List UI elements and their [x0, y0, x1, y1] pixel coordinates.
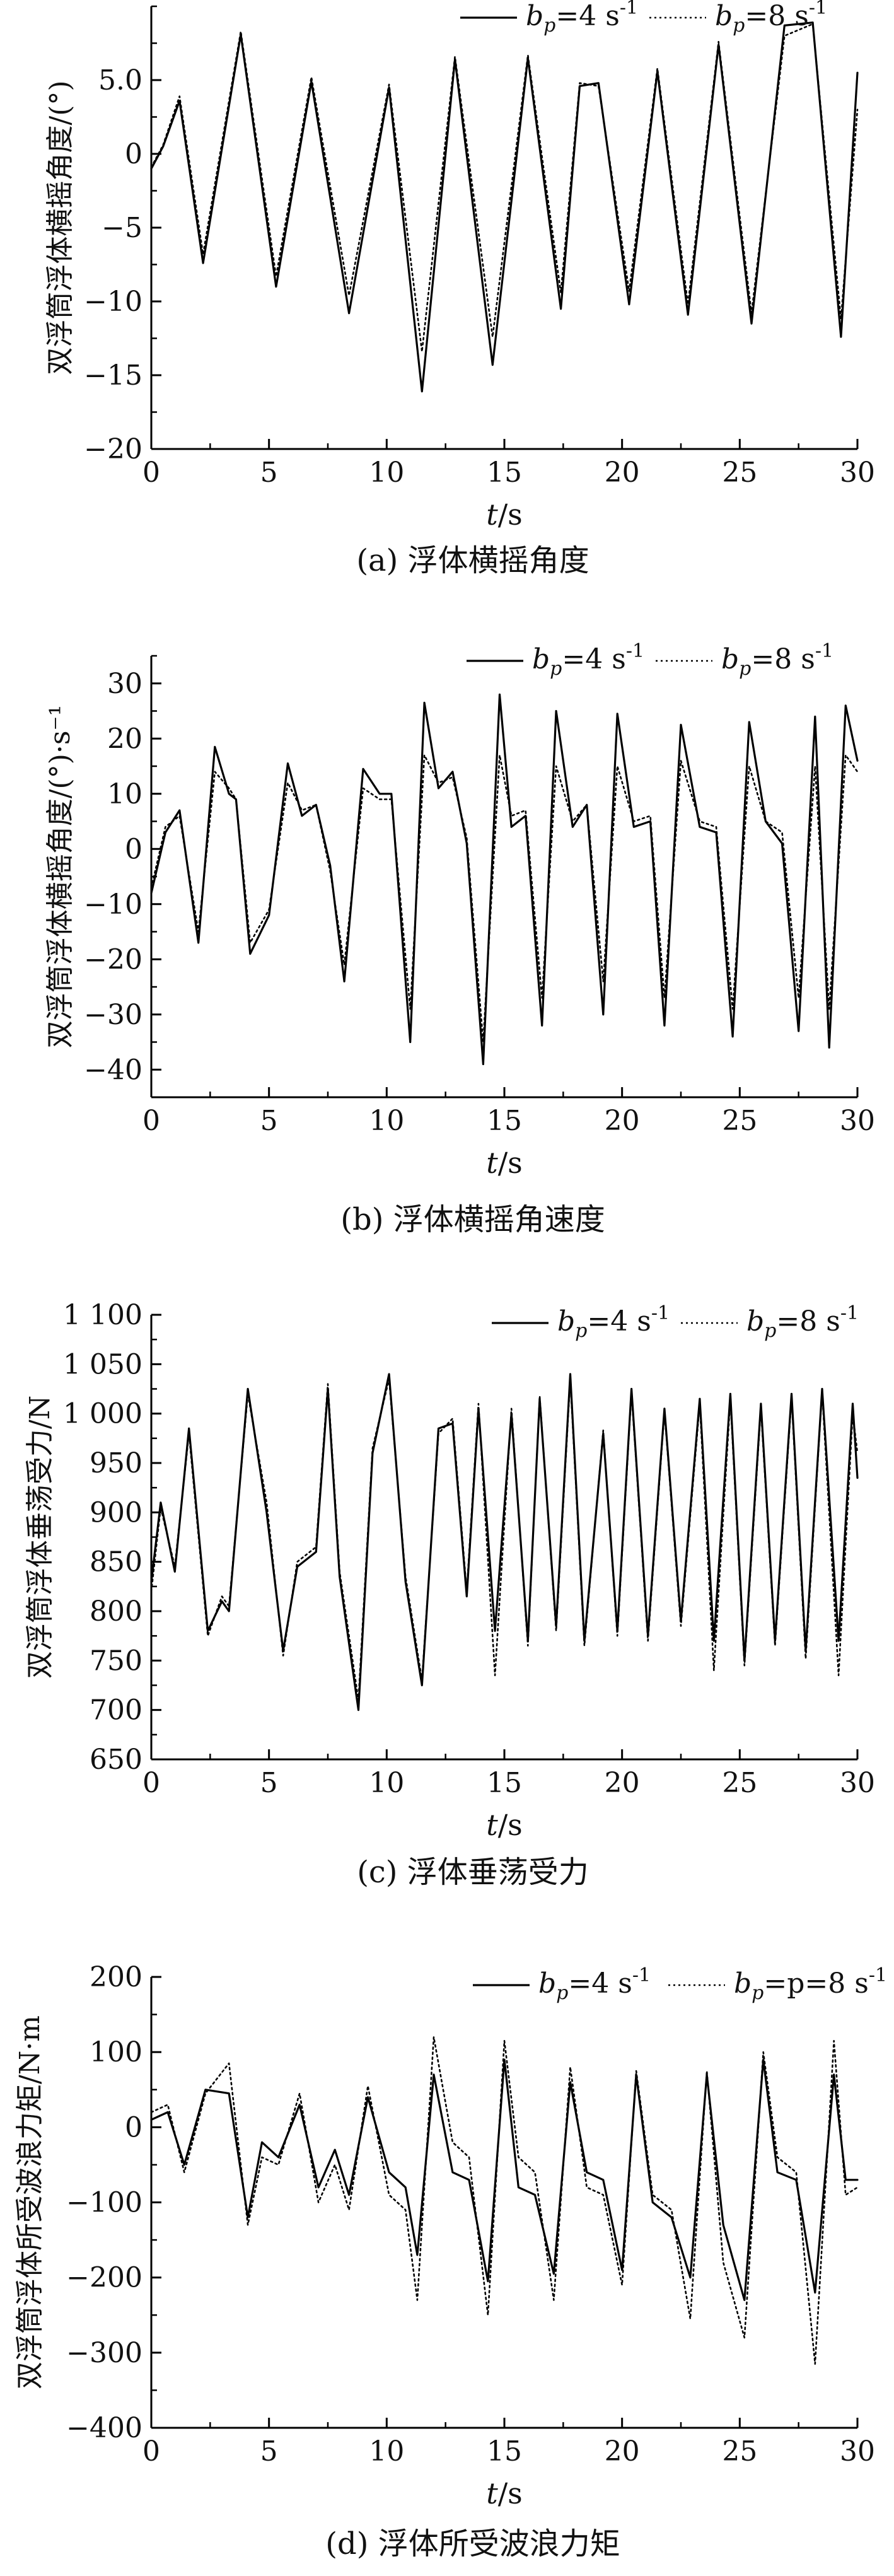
y-tick-label: −40: [84, 1054, 142, 1086]
chart-panel-2: 0 5 10 15 20 25 30 650 700 750 800 850 900 950 1 000 1 …: [24, 1299, 875, 1890]
x-tick-label: 0: [142, 2435, 160, 2468]
x-tick-label: 10: [369, 457, 404, 489]
x-tick-label: 15: [487, 457, 522, 489]
x-tick-label: 5: [260, 1105, 278, 1137]
y-tick-label: 200: [90, 1961, 142, 1993]
x-tick-label: 25: [722, 457, 757, 489]
legend-entry-0: bp=4 s-1: [538, 1964, 651, 2004]
y-tick-label: 850: [90, 1546, 142, 1578]
x-tick-label: 15: [487, 2435, 522, 2468]
y-tick-label: 0: [125, 833, 142, 865]
series-line-0: [150, 2058, 859, 2301]
panel-caption: (c) 浮体垂荡受力: [357, 1855, 589, 1890]
x-axis-label: t/s: [486, 498, 523, 532]
series-line-1: [150, 1378, 859, 1701]
y-tick-label: 1 000: [63, 1398, 142, 1430]
y-tick-label: −20: [84, 433, 142, 465]
y-tick-label: 700: [90, 1694, 142, 1727]
y-tick-label: −200: [66, 2262, 142, 2294]
y-axis-label: 双浮筒浮体所受波浪力矩/N·m: [14, 2015, 46, 2389]
y-axis-label: 双浮筒浮体垂荡受力/N: [24, 1396, 56, 1679]
chart-panel-3: 0 5 10 15 20 25 30 −400 −300 −200 −100 0 100 200 t/s 双浮…: [14, 1961, 887, 2561]
x-tick-label: 10: [369, 1767, 404, 1799]
x-tick-label: 30: [840, 2435, 875, 2468]
x-tick-label: 15: [487, 1767, 522, 1799]
panel-caption: (b) 浮体横摇角速度: [340, 1202, 605, 1237]
x-tick-label: 30: [840, 1105, 875, 1137]
x-tick-label: 0: [142, 1767, 160, 1799]
x-tick-label: 20: [605, 457, 640, 489]
y-tick-label: 650: [90, 1744, 142, 1776]
panel-caption: (d) 浮体所受波浪力矩: [325, 2526, 620, 2561]
x-tick-label: 20: [605, 1767, 640, 1799]
legend-entry-1: bp=8 s-1: [721, 640, 833, 680]
x-tick-label: 20: [605, 2435, 640, 2468]
y-tick-label: −300: [66, 2337, 142, 2369]
legend-entry-1: bp=8 s-1: [746, 1302, 859, 1342]
y-tick-label: −15: [84, 359, 142, 392]
x-tick-label: 30: [840, 1767, 875, 1799]
series-line-1: [150, 23, 859, 353]
legend-entry-0: bp=4 s-1: [557, 1302, 670, 1342]
legend-entry-1: bp=8 s-1: [715, 0, 827, 37]
x-tick-label: 10: [369, 1105, 404, 1137]
y-tick-label: −20: [84, 943, 142, 976]
x-tick-label: 5: [260, 457, 278, 489]
y-tick-label: 750: [90, 1645, 142, 1677]
series-line-1: [150, 2036, 859, 2365]
panel-caption: (a) 浮体横摇角度: [356, 543, 589, 578]
x-tick-label: 20: [605, 1105, 640, 1137]
y-tick-label: 20: [107, 723, 142, 755]
y-tick-label: 800: [90, 1595, 142, 1628]
y-tick-label: −5: [102, 212, 142, 244]
series-line-0: [150, 693, 859, 1066]
x-tick-label: 0: [142, 1105, 160, 1137]
x-tick-label: 25: [722, 1767, 757, 1799]
x-tick-label: 10: [369, 2435, 404, 2468]
x-tick-label: 25: [722, 2435, 757, 2468]
x-tick-label: 30: [840, 457, 875, 489]
chart-panel-1: 0 5 10 15 20 25 30 −40 −30 −20 −10 0 10 20 30 t/s 双浮筒浮体横…: [44, 640, 875, 1237]
y-tick-label: 1 100: [63, 1299, 142, 1331]
y-tick-label: −10: [84, 889, 142, 921]
series-line-1: [150, 754, 859, 1043]
x-tick-label: 0: [142, 457, 160, 489]
y-tick-label: −100: [66, 2187, 142, 2219]
y-tick-label: 0: [125, 2111, 142, 2143]
y-tick-label: −400: [66, 2412, 142, 2444]
y-tick-label: 950: [90, 1447, 142, 1479]
x-axis-label: t/s: [486, 1146, 523, 1180]
x-tick-label: 5: [260, 2435, 278, 2468]
y-tick-label: 0: [125, 138, 142, 170]
x-tick-label: 5: [260, 1767, 278, 1799]
x-tick-label: 25: [722, 1105, 757, 1137]
y-axis-label: 双浮筒浮体横摇角度/(°): [44, 80, 76, 375]
y-tick-label: 30: [107, 668, 142, 700]
y-tick-label: 100: [90, 2036, 142, 2068]
y-tick-label: 10: [107, 778, 142, 810]
y-tick-label: 5.0: [98, 64, 142, 96]
chart-panel-0: 0 5 10 15 20 25 30 −20 −15 −10 −5 0 5.0 t/s 双浮筒浮体横摇角度/…: [44, 0, 875, 578]
y-tick-label: 1 050: [63, 1348, 142, 1380]
x-axis-label: t/s: [486, 2476, 523, 2510]
y-tick-label: −10: [84, 286, 142, 318]
x-tick-label: 15: [487, 1105, 522, 1137]
y-tick-label: −30: [84, 999, 142, 1031]
y-tick-label: 900: [90, 1496, 142, 1529]
legend-entry-1: bp=p=8 s-1: [734, 1964, 887, 2004]
legend-entry-0: bp=4 s-1: [532, 640, 644, 680]
series-line-0: [150, 1373, 859, 1711]
y-axis-label: 双浮筒浮体横摇角度/(°)·s⁻¹: [44, 705, 76, 1049]
x-axis-label: t/s: [486, 1808, 523, 1842]
series-line-0: [150, 21, 859, 393]
legend-entry-0: bp=4 s-1: [526, 0, 638, 37]
